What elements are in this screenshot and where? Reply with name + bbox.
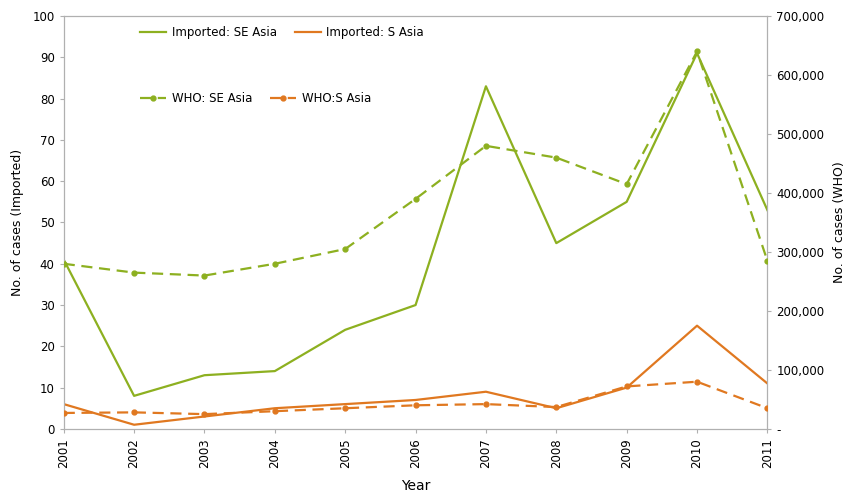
Y-axis label: No. of cases (Imported): No. of cases (Imported) <box>11 149 24 296</box>
Y-axis label: No. of cases (WHO): No. of cases (WHO) <box>833 162 846 283</box>
Legend: WHO: SE Asia, WHO:S Asia: WHO: SE Asia, WHO:S Asia <box>140 92 371 105</box>
X-axis label: Year: Year <box>401 479 430 493</box>
